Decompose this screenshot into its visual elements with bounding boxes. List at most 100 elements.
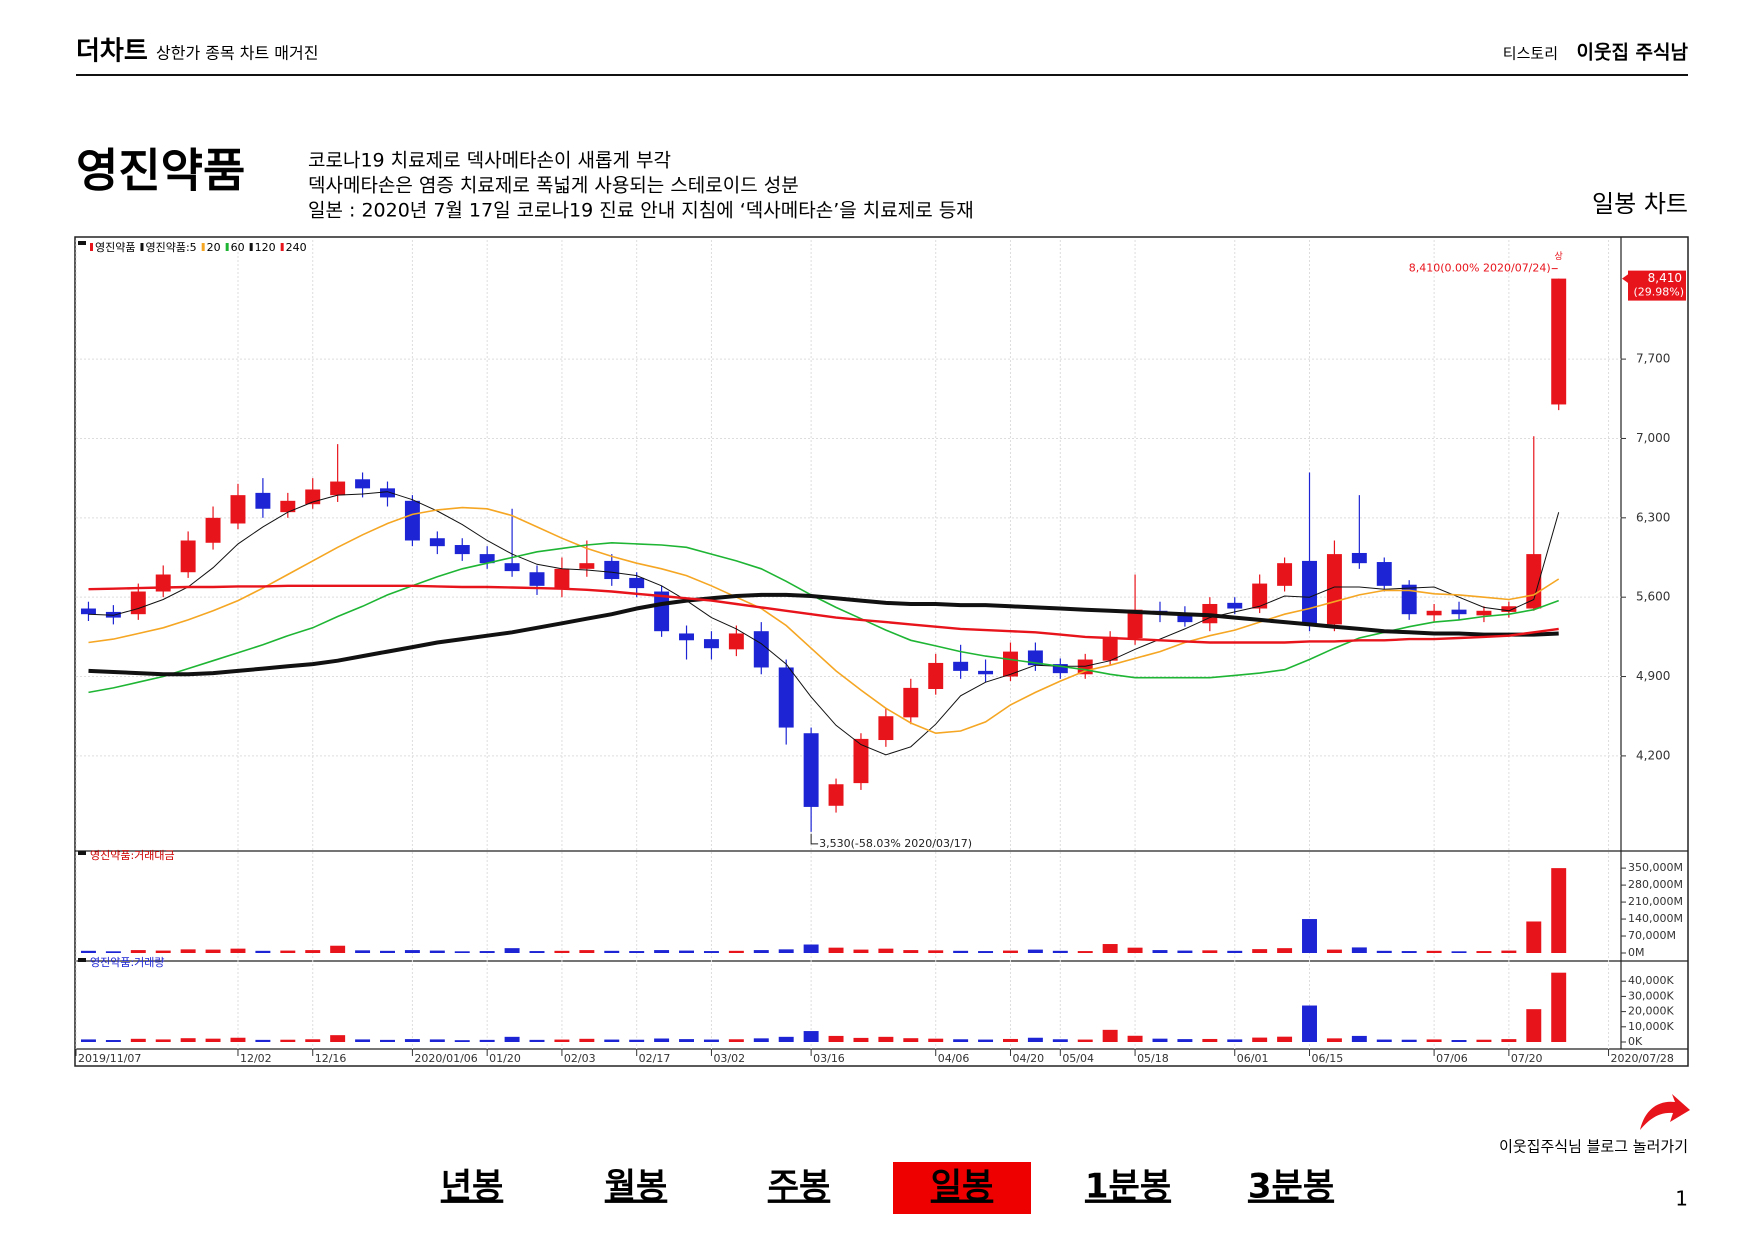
bar	[1526, 921, 1542, 953]
x-tick-label: 12/16	[315, 1052, 347, 1065]
bar	[1501, 1039, 1517, 1042]
blog-arrow[interactable]	[1640, 1094, 1690, 1130]
x-tick-label: 06/15	[1312, 1052, 1344, 1065]
bar	[554, 950, 570, 953]
legend-icon	[78, 958, 86, 962]
note: 일본 : 2020년 7월 17일 코로나19 진료 안내 지침에 ‘덱사메타손…	[308, 200, 974, 222]
bar	[230, 948, 246, 953]
candle-body	[454, 545, 470, 555]
candle-body	[878, 716, 894, 741]
nav-item[interactable]: 1분봉	[1085, 1167, 1171, 1207]
bar	[679, 950, 694, 953]
bar	[205, 1038, 221, 1042]
candle-body	[1077, 659, 1093, 675]
bar	[130, 950, 146, 953]
candle-body	[230, 495, 246, 524]
candle-body	[380, 488, 395, 498]
candle-body	[828, 784, 844, 806]
bar	[529, 951, 545, 953]
legend-swatch	[280, 243, 284, 251]
bar	[579, 1038, 595, 1042]
candle-body	[105, 611, 121, 618]
nav-item[interactable]: 3분봉	[1248, 1167, 1334, 1207]
legend-icon	[78, 851, 86, 855]
bar	[978, 1039, 994, 1042]
nav-item[interactable]: 년봉	[441, 1167, 504, 1207]
bar	[1252, 1037, 1268, 1042]
legend-label: 240	[286, 241, 307, 254]
bar	[978, 951, 994, 953]
candle-body	[1351, 552, 1367, 564]
legend-label: 60	[231, 241, 245, 254]
bar	[1003, 1038, 1018, 1042]
bar	[504, 948, 520, 953]
bar	[1227, 1039, 1243, 1042]
bar	[1127, 1035, 1143, 1042]
bar	[80, 1039, 96, 1042]
bar	[1501, 950, 1517, 953]
candle-body	[778, 667, 794, 728]
chart-label: 일봉 차트	[1592, 190, 1688, 218]
brand: 더차트	[76, 37, 148, 67]
bar	[404, 1039, 420, 1042]
bar	[1551, 868, 1567, 953]
nav-item[interactable]: 일봉	[931, 1167, 994, 1207]
candle-body	[255, 492, 271, 509]
x-tick-label: 07/20	[1511, 1052, 1543, 1065]
y-tick-label: 5,600	[1636, 590, 1670, 604]
platform: 티스토리	[1503, 45, 1558, 63]
bar	[928, 950, 944, 953]
y-tick-label: 4,200	[1636, 748, 1670, 762]
bar	[130, 1038, 146, 1042]
bar	[1027, 949, 1043, 953]
bar	[1351, 1035, 1367, 1042]
candle-body	[604, 560, 620, 580]
candle-body	[1252, 583, 1268, 609]
bar	[1202, 950, 1218, 953]
limit-marker: 상	[1555, 251, 1563, 262]
bar	[703, 951, 719, 953]
y-tick-label: 20,000K	[1628, 1005, 1674, 1018]
x-tick-label: 07/06	[1436, 1052, 1468, 1065]
last-price: 8,410	[1648, 271, 1682, 285]
bar	[80, 950, 96, 953]
bar	[305, 950, 321, 953]
chart-frame	[74, 236, 1689, 1067]
y-tick-label: 30,000K	[1628, 989, 1674, 1002]
x-tick-label: 2020/07/28	[1611, 1052, 1674, 1065]
x-tick-label: 02/17	[639, 1052, 671, 1065]
bar	[305, 1039, 321, 1042]
candle-body	[903, 687, 919, 718]
candle-body	[579, 563, 595, 569]
nav-item[interactable]: 월봉	[605, 1167, 668, 1207]
candle-body	[928, 662, 944, 690]
bar	[778, 949, 794, 953]
x-tick-label: 2019/11/07	[78, 1052, 141, 1065]
bar	[105, 951, 121, 953]
moving-average	[88, 592, 1559, 677]
candle-body	[654, 591, 670, 632]
bar	[1077, 951, 1093, 953]
x-tick-label: 02/03	[564, 1052, 596, 1065]
bar	[1326, 1038, 1342, 1042]
low-pointer	[810, 833, 819, 845]
bar	[1102, 944, 1118, 953]
y-tick-label: 7,700	[1636, 352, 1670, 366]
bar	[1451, 1040, 1467, 1042]
candle-body	[1401, 584, 1417, 615]
legend-swatch	[201, 243, 205, 251]
candle-body	[1476, 610, 1492, 616]
bar	[1152, 950, 1168, 953]
blog-link[interactable]: 이웃집주식님 블로그 놀러가기	[1499, 1138, 1688, 1156]
author: 이웃집 주식남	[1577, 42, 1689, 64]
bar	[753, 950, 769, 953]
bar	[1526, 1009, 1542, 1042]
bar	[1376, 950, 1392, 953]
panel-title: 영진약품:거래대금	[90, 848, 175, 862]
moving-average	[88, 491, 1560, 756]
legend-label: 120	[255, 241, 276, 254]
nav-active-bg	[893, 1162, 1031, 1214]
nav-item[interactable]: 주봉	[768, 1167, 831, 1207]
candle-body	[1102, 636, 1118, 661]
